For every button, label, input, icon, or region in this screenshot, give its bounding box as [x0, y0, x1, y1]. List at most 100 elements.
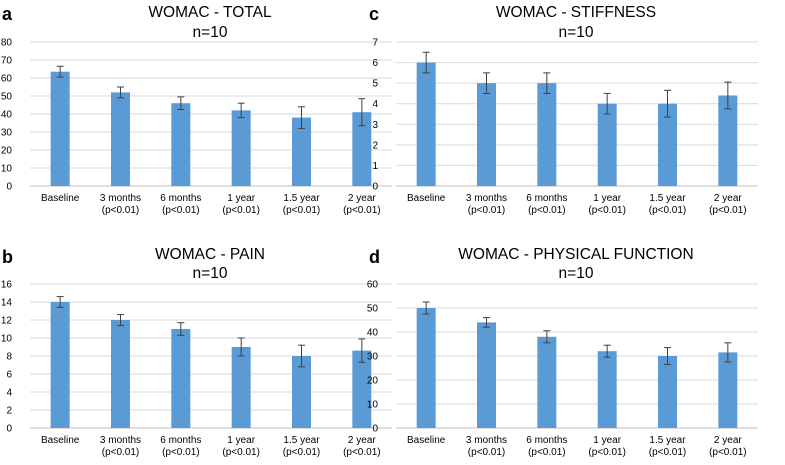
category-label-line: 6 months: [160, 193, 201, 204]
category-label-line: Baseline: [407, 193, 446, 204]
bar: [718, 95, 738, 186]
category-label: 1.5 year (p<0.01): [649, 435, 687, 458]
y-tick-label: 80: [1, 38, 13, 49]
y-tick-label: 50: [1, 92, 13, 103]
category-label-line: (p<0.01): [222, 205, 260, 216]
y-tick-label: 70: [1, 56, 13, 67]
category-label: 3 months (p<0.01): [466, 435, 507, 458]
y-tick-label: 10: [367, 400, 379, 411]
y-tick-label: 0: [372, 424, 378, 435]
chart-title: WOMAC - STIFFNESS: [496, 4, 656, 21]
y-tick-label: 10: [1, 164, 13, 175]
bar: [416, 62, 436, 187]
category-label: 3 months (p<0.01): [466, 193, 507, 216]
bar: [111, 320, 130, 428]
category-label-line: (p<0.01): [162, 447, 200, 458]
category-label: Baseline: [407, 435, 446, 446]
bar: [477, 83, 496, 186]
category-label-line: 2 year: [348, 435, 376, 446]
category-label-line: Baseline: [41, 435, 80, 446]
category-label-line: (p<0.01): [283, 447, 321, 458]
category-label-line: 1 year: [227, 193, 255, 204]
category-label: Baseline: [41, 435, 80, 446]
bar: [477, 322, 496, 428]
bar: [597, 351, 617, 428]
bar: [658, 103, 677, 186]
panel-letter: b: [2, 247, 13, 267]
y-tick-label: 20: [1, 146, 13, 157]
y-tick-label: 50: [367, 304, 379, 315]
panel-letter: c: [369, 4, 379, 24]
chart-subtitle: n=10: [193, 24, 228, 41]
category-label-line: Baseline: [41, 193, 80, 204]
bar: [292, 356, 311, 428]
category-label: 2 year (p<0.01): [709, 193, 747, 216]
y-tick-label: 6: [372, 58, 378, 69]
chart-panel-b: b WOMAC - PAIN n=10 0 2 4 6 8 10 12 14 16 Baselin…: [1, 246, 392, 458]
y-tick-label: 40: [1, 110, 13, 121]
y-tick-label: 3: [372, 120, 378, 131]
y-tick-label: 0: [372, 182, 378, 193]
chart-title: WOMAC - PHYSICAL FUNCTION: [458, 246, 693, 263]
panel-letter: a: [2, 4, 13, 24]
y-tick-label: 0: [6, 182, 12, 193]
category-label: 1 year (p<0.01): [222, 435, 260, 458]
category-label: 1.5 year (p<0.01): [649, 193, 687, 216]
y-tick-label: 4: [372, 99, 378, 110]
category-label-line: (p<0.01): [649, 447, 687, 458]
chart-subtitle: n=10: [559, 265, 594, 282]
y-tick-label: 30: [1, 128, 13, 139]
category-label-line: (p<0.01): [468, 447, 506, 458]
category-label-line: 1.5 year: [649, 193, 686, 204]
bar: [171, 329, 191, 428]
y-tick-label: 7: [372, 38, 378, 49]
y-tick-label: 6: [6, 370, 12, 381]
category-label-line: 3 months: [100, 435, 141, 446]
category-label-line: (p<0.01): [528, 447, 566, 458]
bar: [231, 347, 251, 428]
category-label: 6 months (p<0.01): [160, 435, 201, 458]
bar: [537, 83, 557, 186]
category-label-line: (p<0.01): [222, 447, 260, 458]
category-label: 6 months (p<0.01): [526, 435, 567, 458]
bar: [111, 92, 130, 186]
y-tick-label: 12: [1, 316, 13, 327]
category-label-line: 6 months: [160, 435, 201, 446]
category-label-line: 1 year: [593, 193, 621, 204]
y-tick-label: 5: [372, 79, 378, 90]
category-label-line: 1 year: [227, 435, 255, 446]
category-label-line: (p<0.01): [709, 205, 747, 216]
category-label-line: 6 months: [526, 193, 567, 204]
category-label-line: 3 months: [466, 435, 507, 446]
y-tick-label: 0: [6, 424, 12, 435]
y-tick-label: 8: [6, 352, 12, 363]
chart-panel-c: c WOMAC - STIFFNESS n=10 0 1 2 3 4 5 6 7 Baselin…: [369, 4, 758, 216]
chart-panel-a: a WOMAC - TOTAL n=10 01020304050607080Ba…: [1, 4, 392, 216]
category-label-line: (p<0.01): [343, 447, 381, 458]
category-label-line: 2 year: [348, 193, 376, 204]
bar: [537, 336, 557, 428]
y-tick-label: 2: [6, 406, 12, 417]
category-label-line: (p<0.01): [102, 205, 140, 216]
category-label-line: (p<0.01): [528, 205, 566, 216]
category-label-line: (p<0.01): [343, 205, 381, 216]
category-label: 2 year (p<0.01): [343, 435, 381, 458]
category-label-line: (p<0.01): [709, 447, 747, 458]
category-label: 2 year (p<0.01): [343, 193, 381, 216]
category-label: Baseline: [41, 193, 80, 204]
category-label: 1 year (p<0.01): [588, 435, 626, 458]
category-label-line: (p<0.01): [588, 447, 626, 458]
category-label-line: 1.5 year: [649, 435, 686, 446]
category-label-line: (p<0.01): [283, 205, 321, 216]
y-tick-label: 40: [367, 328, 379, 339]
category-label-line: 3 months: [100, 193, 141, 204]
chart-title: WOMAC - PAIN: [155, 246, 265, 263]
chart-title: WOMAC - TOTAL: [148, 4, 272, 21]
chart-panel-d: d WOMAC - PHYSICAL FUNCTION n=10 0 10 20 30…: [367, 246, 758, 458]
y-tick-label: 2: [372, 140, 378, 151]
bar: [718, 352, 738, 428]
category-label-line: 1.5 year: [283, 193, 320, 204]
category-label: 6 months (p<0.01): [160, 193, 201, 216]
y-tick-label: 60: [367, 280, 379, 291]
